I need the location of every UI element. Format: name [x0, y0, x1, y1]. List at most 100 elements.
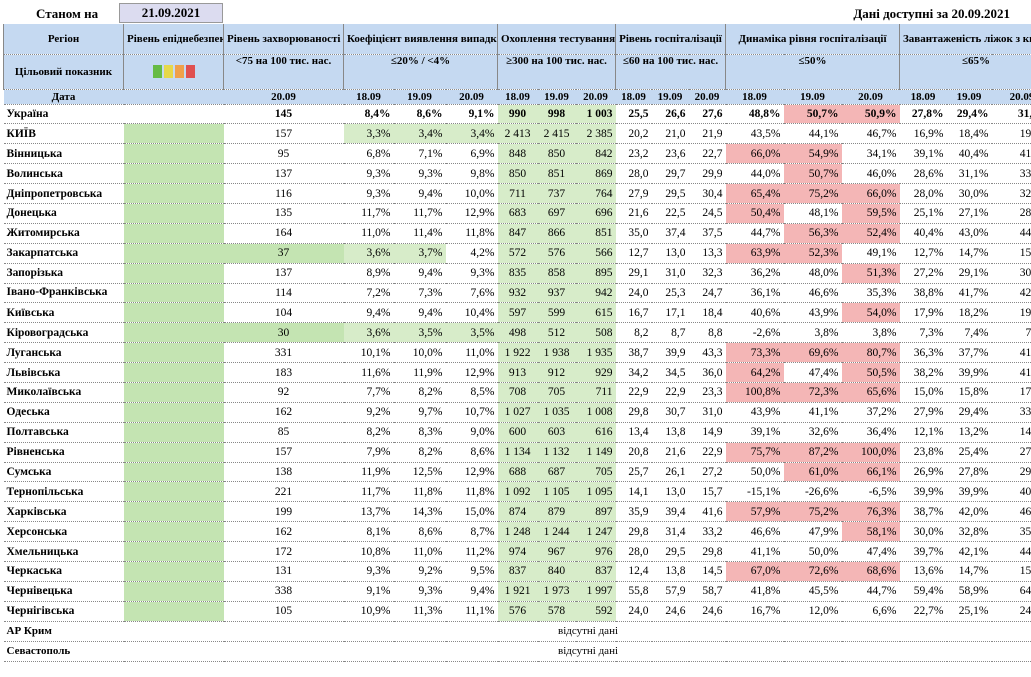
oxygen-value: 41,0%	[991, 342, 1031, 364]
hosp-dynamics-value: 72,3%	[783, 382, 842, 403]
incidence-value: 164	[223, 223, 344, 244]
table-row: Харківська 199 13,7% 14,3% 15,0% 874 879 897 35,…	[3, 501, 1031, 523]
hosp-dynamics-value: 47,9%	[783, 521, 842, 543]
region-name: Чернівецька	[3, 581, 124, 602]
covid-region-table: Регіон Рівень епіднебезпеки Рівень захво…	[3, 24, 1031, 662]
testing-value: 576	[537, 243, 576, 264]
positivity-value: 9,3%	[393, 163, 446, 185]
testing-value: 2 415	[537, 123, 576, 145]
hosp-level-value: 35,9	[615, 501, 652, 523]
table-row: Рівненська 157 7,9% 8,2% 8,6% 1 134 1 132 1 149…	[3, 442, 1031, 463]
header-oxygen-beds: Завантаженість ліжок з киснем	[899, 24, 1031, 55]
oxygen-value: 30,0%	[899, 521, 947, 543]
date-cell: 18.09	[615, 89, 652, 105]
oxygen-value: 17,2%	[991, 382, 1031, 403]
table-row-ukraine: Україна 145 8,4% 8,6% 9,1% 990 998 1 003 25,5 26,…	[3, 104, 1031, 125]
date-cell: 19.09	[783, 89, 842, 105]
testing-value: 708	[497, 382, 538, 403]
hosp-level-value: 27,2	[688, 462, 726, 483]
testing-value: 842	[575, 143, 616, 165]
date-epi-empty	[123, 89, 224, 105]
hosp-level-value: 21,6	[651, 442, 689, 463]
target-incidence: <75 на 100 тис. нас.	[223, 54, 344, 90]
hosp-dynamics-value: 67,0%	[725, 561, 784, 582]
incidence-value: 104	[223, 302, 344, 324]
incidence-value: 172	[223, 541, 344, 562]
hosp-level-value: 16,7	[615, 302, 652, 324]
testing-value: 1 149	[575, 442, 616, 463]
hosp-dynamics-value: 45,5%	[783, 581, 842, 602]
oxygen-value: 15,8%	[946, 382, 992, 403]
hosp-dynamics-value: 44,1%	[783, 123, 842, 145]
date-label: Дата	[3, 89, 124, 105]
testing-value: 1 938	[537, 342, 576, 364]
table-row: Миколаївська 92 7,7% 8,2% 8,5% 708 705 711 22,9 2…	[3, 382, 1031, 403]
header-testing: Охоплення тестуванням	[497, 24, 616, 55]
hosp-dynamics-value: 76,3%	[841, 501, 900, 523]
region-name: Житомирська	[3, 223, 124, 244]
epi-level-cell	[123, 581, 224, 602]
positivity-value: 12,5%	[393, 462, 446, 483]
orange-swatch	[174, 65, 184, 78]
epi-level-cell	[123, 163, 224, 185]
oxygen-value: 41,5%	[991, 143, 1031, 165]
green-swatch	[152, 65, 162, 78]
testing-value: 851	[575, 223, 616, 244]
hosp-dynamics-value: 80,7%	[841, 342, 900, 364]
date-cell: 20.09	[991, 89, 1031, 105]
testing-value: 851	[537, 163, 576, 185]
region-name: Київська	[3, 302, 124, 324]
date-cell: 19.09	[946, 89, 992, 105]
no-data-rows: АР Крим відсутні дані Севастополь відсутні …	[3, 621, 1031, 662]
oxygen-value: 36,3%	[899, 342, 947, 364]
testing-value: 508	[575, 322, 616, 344]
positivity-value: 15,0%	[445, 501, 498, 523]
testing-value: 597	[497, 302, 538, 324]
hosp-level-value: 13,0	[651, 481, 689, 503]
region-name: Сумська	[3, 462, 124, 483]
hosp-dynamics-value: 46,0%	[841, 163, 900, 185]
oxygen-value: 39,7%	[899, 541, 947, 562]
hosp-level-value: 8,7	[651, 322, 689, 344]
hosp-level-value: 14,5	[688, 561, 726, 582]
oxygen-value: 40,4%	[899, 223, 947, 244]
table-row: Чернігівська 105 10,9% 11,3% 11,1% 576 578 592 2…	[3, 601, 1031, 622]
hosp-dynamics-value: 47,4%	[841, 541, 900, 562]
incidence-value: 95	[223, 143, 344, 165]
testing-value: 1 247	[575, 521, 616, 543]
testing-value: 737	[537, 183, 576, 204]
hosp-level-value: 8,8	[688, 322, 726, 344]
positivity-value: 9,4%	[393, 183, 446, 204]
header-epi-level: Рівень епіднебезпеки	[123, 24, 224, 55]
yellow-swatch	[163, 65, 173, 78]
positivity-value: 11,6%	[343, 362, 394, 383]
testing-value: 688	[497, 462, 538, 483]
hosp-dynamics-value: 43,9%	[725, 402, 784, 423]
table-row-no-data: Севастополь відсутні дані	[3, 641, 1031, 662]
hosp-dynamics-value: 87,2%	[783, 442, 842, 463]
hosp-level-value: 34,2	[615, 362, 652, 383]
positivity-value: 7,6%	[445, 283, 498, 304]
table-row: Волинська 137 9,3% 9,3% 9,8% 850 851 869 28,0 29,…	[3, 163, 1031, 185]
testing-value: 1 935	[575, 342, 616, 364]
table-row: Черкаська 131 9,3% 9,2% 9,5% 837 840 837 12,4 13,…	[3, 561, 1031, 582]
positivity-value: 8,9%	[343, 263, 394, 284]
oxygen-value: 41,7%	[946, 283, 992, 304]
hosp-dynamics-value: 58,1%	[841, 521, 900, 543]
incidence-value: 105	[223, 601, 344, 622]
hosp-level-value: 39,4	[651, 501, 689, 523]
hosp-dynamics-value: 49,1%	[841, 243, 900, 264]
epi-level-cell	[123, 342, 224, 364]
testing-value: 1 921	[497, 581, 538, 602]
table-row: Кіровоградська 30 3,6% 3,5% 3,5% 498 512 508 8,2…	[3, 322, 1031, 344]
epi-level-cell	[123, 481, 224, 503]
date-cell: 20.09	[445, 89, 498, 105]
oxygen-value: 14,7%	[946, 561, 992, 582]
table-row: Івано-Франківська 114 7,2% 7,3% 7,6% 932 937 94…	[3, 283, 1031, 304]
hosp-level-value: 26,6	[651, 104, 689, 125]
hosp-dynamics-value: 50,7%	[783, 163, 842, 185]
hosp-dynamics-value: 35,3%	[841, 283, 900, 304]
oxygen-value: 12,7%	[899, 243, 947, 264]
region-name: Черкаська	[3, 561, 124, 582]
testing-value: 705	[537, 382, 576, 403]
